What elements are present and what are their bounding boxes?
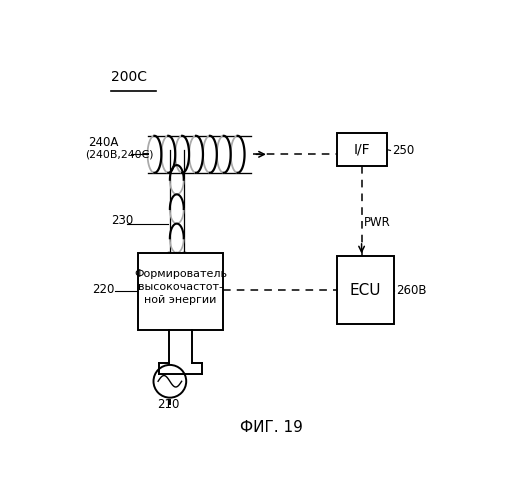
Text: Формирователь
высокочастот-
ной энергии: Формирователь высокочастот- ной энергии [134, 269, 227, 306]
Text: I/F: I/F [353, 142, 370, 156]
Bar [336, 133, 387, 166]
Text: PWR: PWR [363, 216, 390, 228]
Text: 260B: 260B [396, 284, 427, 298]
Text: 220: 220 [92, 282, 114, 296]
Text: 210: 210 [157, 398, 179, 411]
Text: 250: 250 [393, 144, 415, 157]
Bar [336, 256, 394, 324]
Text: ECU: ECU [350, 282, 381, 298]
Text: 230: 230 [111, 214, 134, 228]
Bar [138, 252, 223, 330]
Text: ФИГ. 19: ФИГ. 19 [240, 420, 303, 435]
Text: 200C: 200C [111, 70, 148, 84]
Text: (240B,240C): (240B,240C) [86, 150, 154, 160]
Text: 240A: 240A [88, 136, 118, 149]
